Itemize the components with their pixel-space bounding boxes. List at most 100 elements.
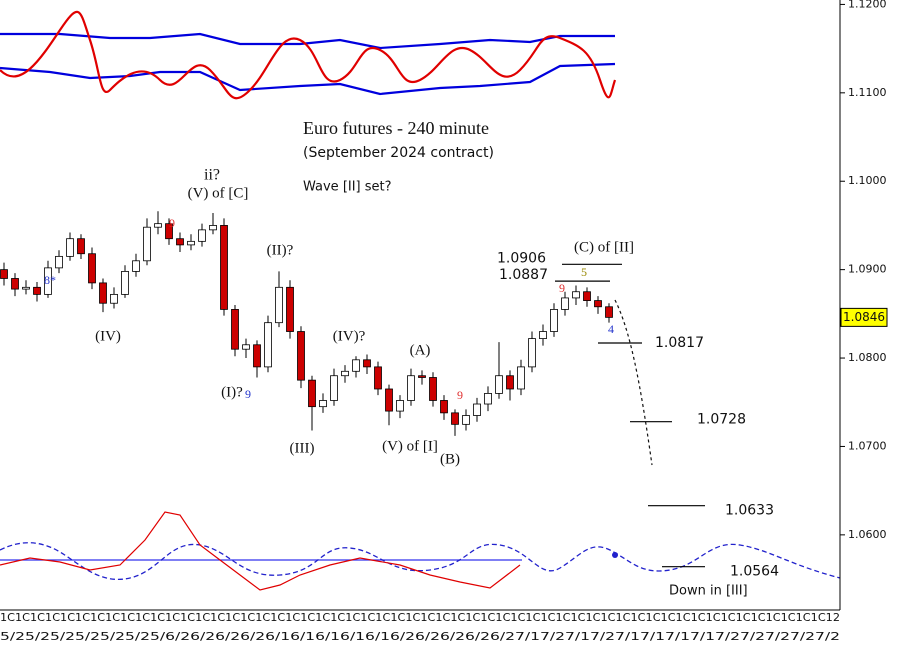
candle-body	[165, 223, 173, 240]
candle-body	[231, 309, 239, 350]
candle-body	[88, 253, 96, 284]
lower-band	[0, 62, 616, 96]
annotation: Wave [II] set?	[303, 180, 392, 195]
chart-title: Euro futures - 240 minute	[303, 118, 489, 138]
x-axis-text: 1C1C1C1C1C1C1C1C1C1C1C1C1C1C1C1C1C1C1C1C…	[0, 611, 840, 624]
candle-body	[132, 260, 140, 272]
y-tick-label: 1.0800	[848, 351, 887, 364]
candle-body	[55, 255, 63, 269]
wave-label: ii?	[204, 167, 220, 184]
candle-body	[66, 238, 74, 257]
candle-body	[495, 375, 503, 394]
last-price-label: 1.0846	[843, 310, 885, 324]
candle-body	[275, 286, 283, 324]
wave-label: (III)	[290, 440, 315, 456]
wave-label: 9	[457, 388, 463, 402]
level-label: 1.0906	[497, 250, 546, 266]
oscillator	[0, 10, 617, 100]
candle-body	[319, 400, 327, 408]
level-label: 1.0887	[499, 267, 548, 283]
wave-label: (IV)?	[333, 328, 366, 344]
candle-body	[187, 240, 195, 246]
bottom-indicator	[0, 511, 841, 591]
candle-body	[121, 271, 129, 295]
candle-body	[154, 223, 162, 228]
candle-body	[110, 293, 118, 304]
candle-body	[572, 291, 580, 299]
y-tick-label: 1.0900	[848, 263, 887, 276]
candle-body	[99, 282, 107, 304]
candle-body	[341, 370, 349, 377]
candle-body	[583, 291, 591, 301]
candle-body	[11, 278, 19, 290]
top-indicator	[0, 10, 617, 100]
candle-body	[484, 393, 492, 405]
candle-body	[539, 331, 547, 339]
candle-body	[352, 359, 360, 372]
candle-body	[473, 403, 481, 416]
candle-body	[429, 377, 437, 401]
wave-label: (IV)	[95, 328, 121, 344]
wave-label: 4	[608, 322, 614, 336]
chart-subtitle: (September 2024 contract)	[303, 145, 494, 161]
candle-body	[594, 300, 602, 308]
wave-label: 9	[169, 216, 175, 230]
candle-body	[286, 286, 294, 332]
candle-body	[561, 297, 569, 310]
y-tick-label: 1.0700	[848, 439, 887, 452]
candle-body	[264, 322, 272, 368]
wave-label: (II)?	[267, 242, 294, 258]
oscillator-line	[0, 511, 521, 591]
candle-body	[605, 306, 613, 318]
level-label: 1.0728	[697, 412, 746, 428]
candle-body	[253, 344, 261, 368]
candle-body	[143, 226, 151, 262]
candle-body	[462, 415, 470, 425]
wave-label: (V) of [I]	[382, 438, 438, 454]
annotation: Down in [III]	[669, 584, 748, 599]
candle-body	[22, 286, 30, 290]
cycle-line	[0, 542, 841, 580]
candle-body	[396, 400, 404, 412]
level-label: 1.0564	[730, 564, 779, 580]
candle-body	[0, 269, 8, 279]
candle-body	[550, 309, 558, 332]
level-label: 1.0817	[655, 335, 704, 351]
wave-label: (B)	[440, 451, 460, 467]
wave-label: 8*	[44, 273, 56, 287]
candle-body	[297, 331, 305, 381]
candle-body	[220, 225, 228, 310]
candle-body	[506, 375, 514, 390]
candle-body	[385, 388, 393, 412]
wave-label: 9	[245, 387, 251, 401]
y-tick-label: 1.1100	[848, 86, 887, 99]
y-tick-label: 1.0600	[848, 528, 887, 541]
level-label: 1.0633	[725, 503, 774, 519]
wave-label: 5	[581, 265, 587, 279]
projection	[614, 299, 653, 466]
y-tick-label: 1.1200	[848, 0, 887, 10]
candle-body	[517, 366, 525, 390]
candle-body	[77, 238, 85, 255]
candle-body	[308, 379, 316, 408]
candle-body	[33, 286, 41, 295]
wave-label: 9	[559, 281, 565, 295]
candle-body	[176, 238, 184, 246]
candle-body	[242, 344, 250, 350]
candle-body	[440, 400, 448, 414]
wave-label: (V) of [C]	[188, 185, 249, 201]
x-axis-text: 5/25/25/25/25/25/25/6/26/26/26/26/16/16/…	[0, 630, 840, 643]
wave-label: (A)	[410, 342, 431, 358]
candle-body	[407, 375, 415, 401]
candle-body	[209, 225, 217, 231]
wave-label: (I)?	[221, 384, 243, 400]
candle-body	[418, 375, 426, 378]
last-price-box	[840, 307, 888, 327]
candle-body	[198, 229, 206, 242]
candle-body	[363, 359, 371, 368]
candle-body	[451, 412, 459, 425]
upper-band	[0, 32, 615, 50]
y-tick-label: 1.1000	[848, 174, 887, 187]
candle-body	[330, 375, 338, 401]
